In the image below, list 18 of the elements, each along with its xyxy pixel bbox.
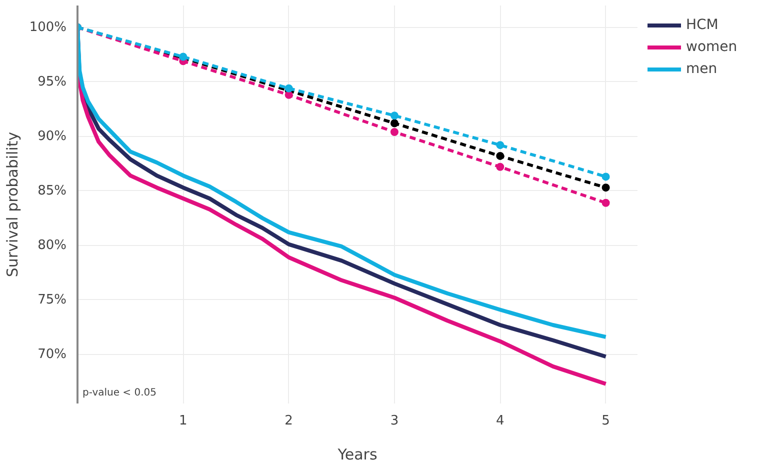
y-tick-label: 95%	[38, 74, 67, 90]
y-tick-label: 85%	[38, 183, 67, 198]
x-tick-label: 5	[602, 414, 610, 428]
x-tick-label: 1	[179, 414, 188, 428]
y-tick-label: 70%	[38, 346, 67, 362]
y-tick-label: 80%	[38, 238, 67, 253]
legend-label: women	[686, 39, 738, 55]
y-tick-label: 100%	[29, 20, 67, 35]
y-tick-label: 90%	[38, 128, 67, 144]
y-tick-label: 75%	[38, 292, 67, 308]
x-axis-title: Years	[336, 446, 378, 464]
y-axis-title: Survival probability	[3, 132, 22, 278]
legend-label: men	[686, 61, 718, 77]
annotation: p-value < 0.05	[82, 388, 157, 398]
x-tick-label: 2	[284, 414, 293, 428]
x-tick-label: 4	[496, 414, 504, 428]
legend-label: HCM	[686, 17, 718, 33]
x-tick-label: 3	[390, 414, 399, 428]
